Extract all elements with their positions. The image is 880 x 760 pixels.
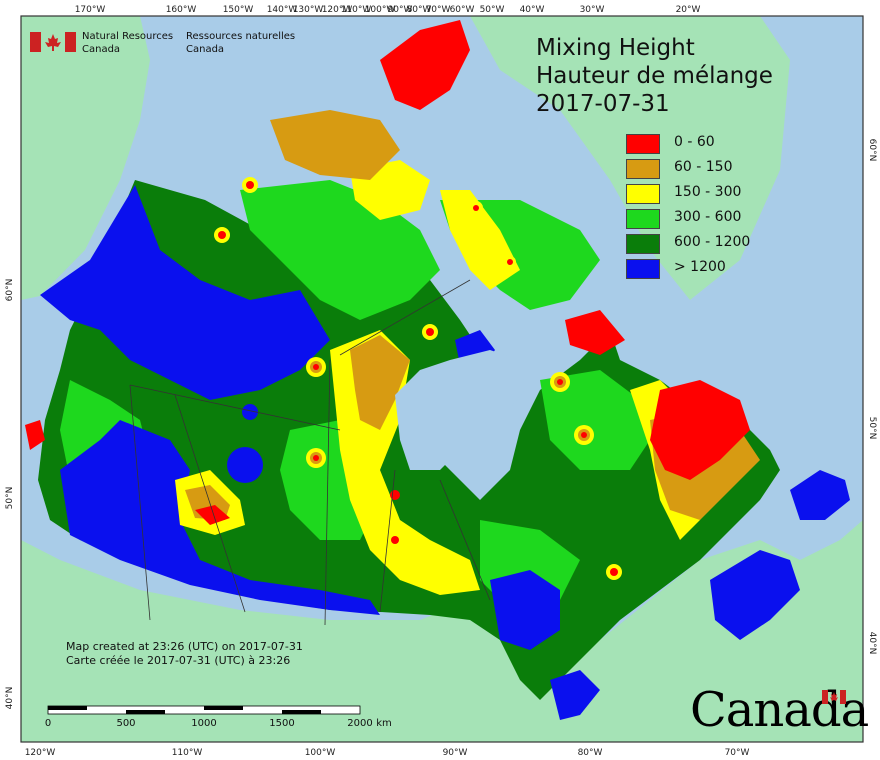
- credit-line-en: Map created at 23:26 (UTC) on 2017-07-31: [66, 640, 303, 653]
- title-line-en: Mixing Height: [536, 35, 695, 61]
- graticule-label: 50°W: [480, 5, 505, 15]
- graticule-label: 90°W: [388, 5, 413, 15]
- legend-swatch: [626, 184, 660, 204]
- legend-label: > 1200: [674, 259, 726, 275]
- zone-gt1200-maritimes: [710, 550, 800, 640]
- zone-60-150-hudson: [350, 335, 410, 430]
- legend-swatch: [626, 159, 660, 179]
- graticule-label: 110°W: [172, 748, 203, 758]
- zone-60-150-arctic-islands: [270, 110, 400, 180]
- graticule-label: 50°N: [5, 487, 15, 510]
- scale-tick-label: 1000: [191, 718, 217, 729]
- graticule-label: 90°W: [443, 748, 468, 758]
- graticule-label: 160°W: [166, 5, 197, 15]
- zone-gt1200-ontario-south: [550, 670, 600, 720]
- canada-flag-icon: [30, 32, 76, 52]
- graticule-label: 120°W: [322, 5, 353, 15]
- graticule-label: 40°N: [867, 632, 877, 655]
- scale-tick-label: 500: [116, 718, 136, 729]
- graticule-bottom: 120°W 110°W 100°W 90°W 80°W 70°W: [25, 748, 750, 758]
- legend-label: 300 - 600: [674, 209, 742, 225]
- graticule-label: 60°N: [867, 139, 877, 162]
- hudson-bay: [395, 350, 525, 470]
- zone-gt1200-yukon: [40, 185, 330, 400]
- legend-swatch: [626, 209, 660, 229]
- agency-logo: Natural Resources Canada Ressources natu…: [30, 30, 295, 58]
- graticule-label: 50°N: [867, 417, 877, 440]
- zone-0-60-alberta: [195, 505, 230, 525]
- agency-name-fr-line2: Canada: [186, 44, 225, 55]
- graticule-label: 80°W: [407, 5, 432, 15]
- zone-gt1200-great-lakes: [490, 570, 560, 650]
- zone-gt1200-newfoundland: [790, 470, 850, 520]
- map-credits: Map created at 23:26 (UTC) on 2017-07-31…: [66, 640, 303, 668]
- agency-name-en-line2: Canada: [82, 44, 121, 55]
- zone-300-600-quebec: [540, 370, 650, 470]
- zone-gt1200-lake: [227, 447, 263, 483]
- graticule-label: 100°W: [365, 5, 396, 15]
- zone-0-60-ungava: [565, 310, 625, 355]
- agency-name-en: Natural Resources Canada: [82, 30, 173, 56]
- graticule-top: 170°W 160°W 150°W 140°W 120°W 100°W 80°W 60°W 50…: [75, 5, 701, 15]
- graticule-label: 60°W: [450, 5, 475, 15]
- graticule-label: 140°W: [267, 5, 298, 15]
- greenland-land: [470, 16, 790, 300]
- wordmark-flag-icon: [822, 690, 846, 704]
- zone-150-300-baffin: [440, 190, 520, 290]
- agency-name-en-line1: Natural Resources: [82, 31, 174, 42]
- graticule-label: 130°W: [293, 5, 324, 15]
- graticule-label: 100°W: [305, 748, 336, 758]
- graticule-label: 70°W: [725, 748, 750, 758]
- graticule-label: 70°W: [426, 5, 451, 15]
- scale-tick-label: 1500: [269, 718, 295, 729]
- graticule-label: 120°W: [25, 748, 56, 758]
- legend-swatch: [626, 259, 660, 279]
- graticule-left: 60°N 50°N 40°N: [5, 279, 15, 710]
- zone-0-60-ellesmere: [380, 20, 470, 110]
- scale-tick-label: 0: [44, 718, 52, 729]
- graticule-label: 150°W: [223, 5, 254, 15]
- graticule-label: 170°W: [75, 5, 106, 15]
- hotspots: [214, 177, 622, 580]
- canada-wordmark: Canada: [690, 682, 869, 738]
- graticule-label: 30°W: [580, 5, 605, 15]
- graticule-label: 20°W: [676, 5, 701, 15]
- graticule-label: 110°W: [341, 5, 372, 15]
- graticule-label: 80°W: [578, 748, 603, 758]
- title-line-fr: Hauteur de mélange: [536, 63, 773, 89]
- graticule-label: 40°W: [520, 5, 545, 15]
- legend-swatch: [626, 234, 660, 254]
- alaska-land: [21, 16, 150, 300]
- legend-label: 600 - 1200: [674, 234, 751, 250]
- map-title: Mixing Height Hauteur de mélange 2017-07…: [536, 34, 773, 118]
- zone-0-60-west-coast: [25, 420, 45, 450]
- title-date: 2017-07-31: [536, 91, 670, 117]
- agency-name-fr-line1: Ressources naturelles: [186, 31, 296, 42]
- scale-unit: km: [376, 718, 392, 729]
- legend-label: 0 - 60: [674, 134, 715, 150]
- graticule-label: 40°N: [5, 687, 15, 710]
- zone-0-60-quebec: [650, 380, 750, 480]
- scale-tick-label: 2000: [347, 718, 373, 729]
- scale-bar: 0 500 1000 1500 2000 km: [44, 704, 392, 730]
- credit-line-fr: Carte créée le 2017-07-31 (UTC) à 23:26: [66, 654, 291, 667]
- usa-land: [21, 520, 863, 742]
- legend-label: 60 - 150: [674, 159, 733, 175]
- provincial-borders: [129, 279, 491, 626]
- zone-gt1200-spot: [242, 404, 258, 420]
- agency-name-fr: Ressources naturelles Canada: [186, 30, 295, 56]
- graticule-label: 60°N: [5, 279, 15, 302]
- legend-swatch: [626, 134, 660, 154]
- graticule-right: 60°N 50°N 40°N: [867, 139, 877, 655]
- legend-label: 150 - 300: [674, 184, 742, 200]
- zone-gt1200-bc: [60, 420, 380, 615]
- map-border: [20, 15, 864, 743]
